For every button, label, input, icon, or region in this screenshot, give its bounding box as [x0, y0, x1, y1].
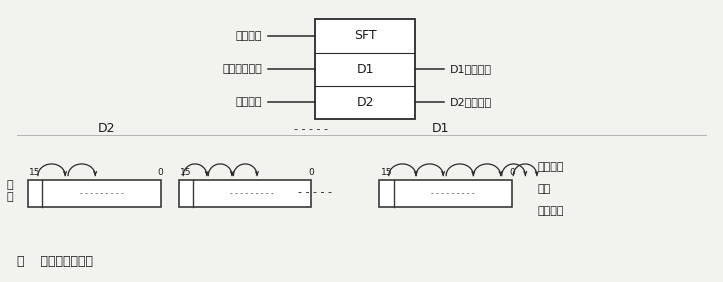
Text: - - - - -: - - - - - — [298, 187, 332, 197]
Text: 移位信号输入: 移位信号输入 — [223, 64, 262, 74]
Text: 0: 0 — [509, 168, 515, 177]
Text: - - - - - - - - -: - - - - - - - - - — [231, 189, 274, 198]
Text: 0: 0 — [158, 168, 163, 177]
Text: 15: 15 — [30, 168, 41, 177]
Text: - - - - -: - - - - - — [294, 124, 328, 134]
Text: 0: 0 — [309, 168, 315, 177]
Bar — [315, 19, 415, 119]
Text: D1: D1 — [356, 63, 374, 76]
Text: 复位输入: 复位输入 — [236, 97, 262, 107]
Text: 图    移位寄存器指令: 图 移位寄存器指令 — [17, 255, 93, 268]
Text: - - - - - - - - -: - - - - - - - - - — [431, 189, 475, 198]
Bar — [179, 180, 312, 207]
Text: D1：起始字: D1：起始字 — [450, 64, 492, 74]
Text: 数据输入: 数据输入 — [537, 206, 564, 217]
Text: 上升: 上升 — [537, 184, 550, 194]
Text: D2: D2 — [98, 122, 116, 135]
Text: D2：结束字: D2：结束字 — [450, 97, 492, 107]
Text: 除: 除 — [7, 192, 13, 202]
Text: 数据输入: 数据输入 — [236, 31, 262, 41]
Text: 移位信号: 移位信号 — [537, 162, 564, 172]
Text: 15: 15 — [381, 168, 393, 177]
Bar — [28, 180, 161, 207]
Text: 删: 删 — [7, 180, 13, 190]
Text: D2: D2 — [356, 96, 374, 109]
Bar — [380, 180, 512, 207]
Text: SFT: SFT — [354, 29, 377, 43]
Text: - - - - - - - - -: - - - - - - - - - — [80, 189, 124, 198]
Text: 15: 15 — [180, 168, 192, 177]
Text: D1: D1 — [432, 122, 449, 135]
